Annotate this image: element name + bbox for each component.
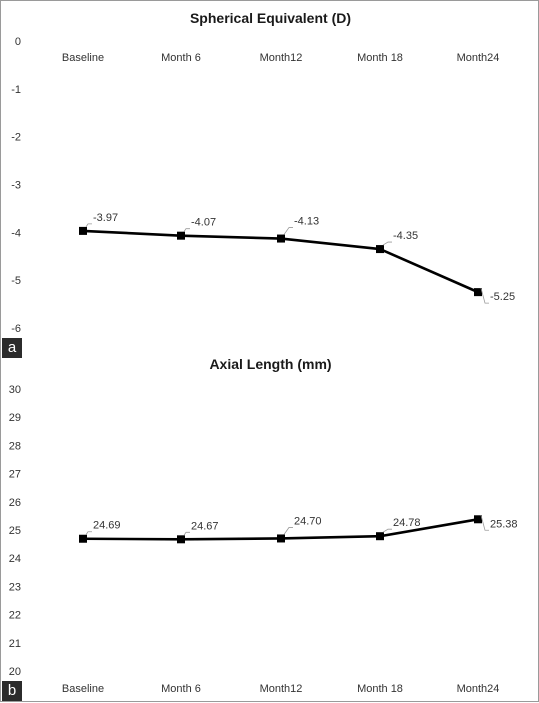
chart-0-title: Spherical Equivalent (D) xyxy=(190,10,351,26)
chart-1-ytick-9: 21 xyxy=(9,638,21,650)
chart-0-data-label-4: -5.25 xyxy=(490,291,515,303)
chart-0-ytick-2: -2 xyxy=(11,132,21,144)
chart-0-xtick-2: Month12 xyxy=(260,52,303,64)
chart-1-data-label-0: 24.69 xyxy=(93,520,121,532)
chart-0-point-2 xyxy=(277,234,285,243)
chart-0-leader-3 xyxy=(382,241,392,246)
chart-0-data-label-1: -4.07 xyxy=(191,217,216,229)
chart-1-ytick-2: 28 xyxy=(9,440,21,452)
chart-1-point-2 xyxy=(277,534,285,543)
chart-0-ytick-4: -4 xyxy=(11,227,21,239)
chart-0-xtick-3: Month 18 xyxy=(357,52,403,64)
chart-0-xtick-4: Month24 xyxy=(457,52,500,64)
chart-1-ytick-3: 27 xyxy=(9,469,21,481)
chart-1-leader-3 xyxy=(382,528,392,533)
chart-1-leader-2 xyxy=(283,527,293,535)
chart-1-data-label-1: 24.67 xyxy=(191,520,219,532)
chart-1-ytick-7: 23 xyxy=(9,581,21,593)
chart-1-ytick-8: 22 xyxy=(9,610,21,622)
chart-1-point-0 xyxy=(79,534,87,543)
chart-1-leader-4 xyxy=(480,515,489,531)
chart-1-point-4 xyxy=(474,515,482,524)
chart-1-ytick-10: 20 xyxy=(9,666,21,678)
chart-1-leader-0 xyxy=(85,531,92,535)
chart-0-ytick-5: -5 xyxy=(11,275,21,287)
chart-0-ytick-3: -3 xyxy=(11,180,21,192)
panel-a-tag: a xyxy=(2,338,22,358)
chart-1-point-1 xyxy=(177,535,185,544)
chart-0-point-3 xyxy=(376,245,384,254)
chart-1-xtick-4: Month24 xyxy=(457,683,500,695)
chart-0-data-label-3: -4.35 xyxy=(393,230,418,242)
chart-0-data-label-0: -3.97 xyxy=(93,212,118,224)
chart-1-ytick-1: 29 xyxy=(9,412,21,424)
chart-0-ytick-1: -1 xyxy=(11,84,21,96)
chart-0-point-0 xyxy=(79,226,87,235)
chart-0-xtick-0: Baseline xyxy=(62,52,104,64)
chart-0-leader-0 xyxy=(85,223,92,228)
chart-1-ytick-4: 26 xyxy=(9,497,21,509)
panel-b-tag: b xyxy=(2,681,22,701)
chart-0-data-label-2: -4.13 xyxy=(294,216,319,228)
chart-1-data-label-2: 24.70 xyxy=(294,515,322,527)
chart-1-xtick-1: Month 6 xyxy=(161,683,201,695)
chart-1-xtick-0: Baseline xyxy=(62,683,104,695)
chart-1-data-label-4: 25.38 xyxy=(490,518,518,530)
chart-1-ytick-5: 25 xyxy=(9,525,21,537)
chart-0-point-1 xyxy=(177,231,185,240)
chart-1-leader-1 xyxy=(183,531,190,536)
chart-1-title: Axial Length (mm) xyxy=(209,356,331,372)
chart-0-leader-1 xyxy=(183,228,190,232)
chart-0-leader-2 xyxy=(283,227,293,235)
chart-0-point-4 xyxy=(474,288,482,297)
chart-1-ytick-0: 30 xyxy=(9,384,21,396)
chart-0-xtick-1: Month 6 xyxy=(161,52,201,64)
chart-1-xtick-3: Month 18 xyxy=(357,683,403,695)
chart-1-xtick-2: Month12 xyxy=(260,683,303,695)
chart-1-point-3 xyxy=(376,532,384,541)
chart-1-ytick-6: 24 xyxy=(9,553,21,565)
chart-0-ytick-6: -6 xyxy=(11,323,21,335)
chart-1-data-label-3: 24.78 xyxy=(393,517,421,529)
chart-0-leader-4 xyxy=(480,288,489,304)
chart-0-ytick-0: 0 xyxy=(15,36,21,48)
